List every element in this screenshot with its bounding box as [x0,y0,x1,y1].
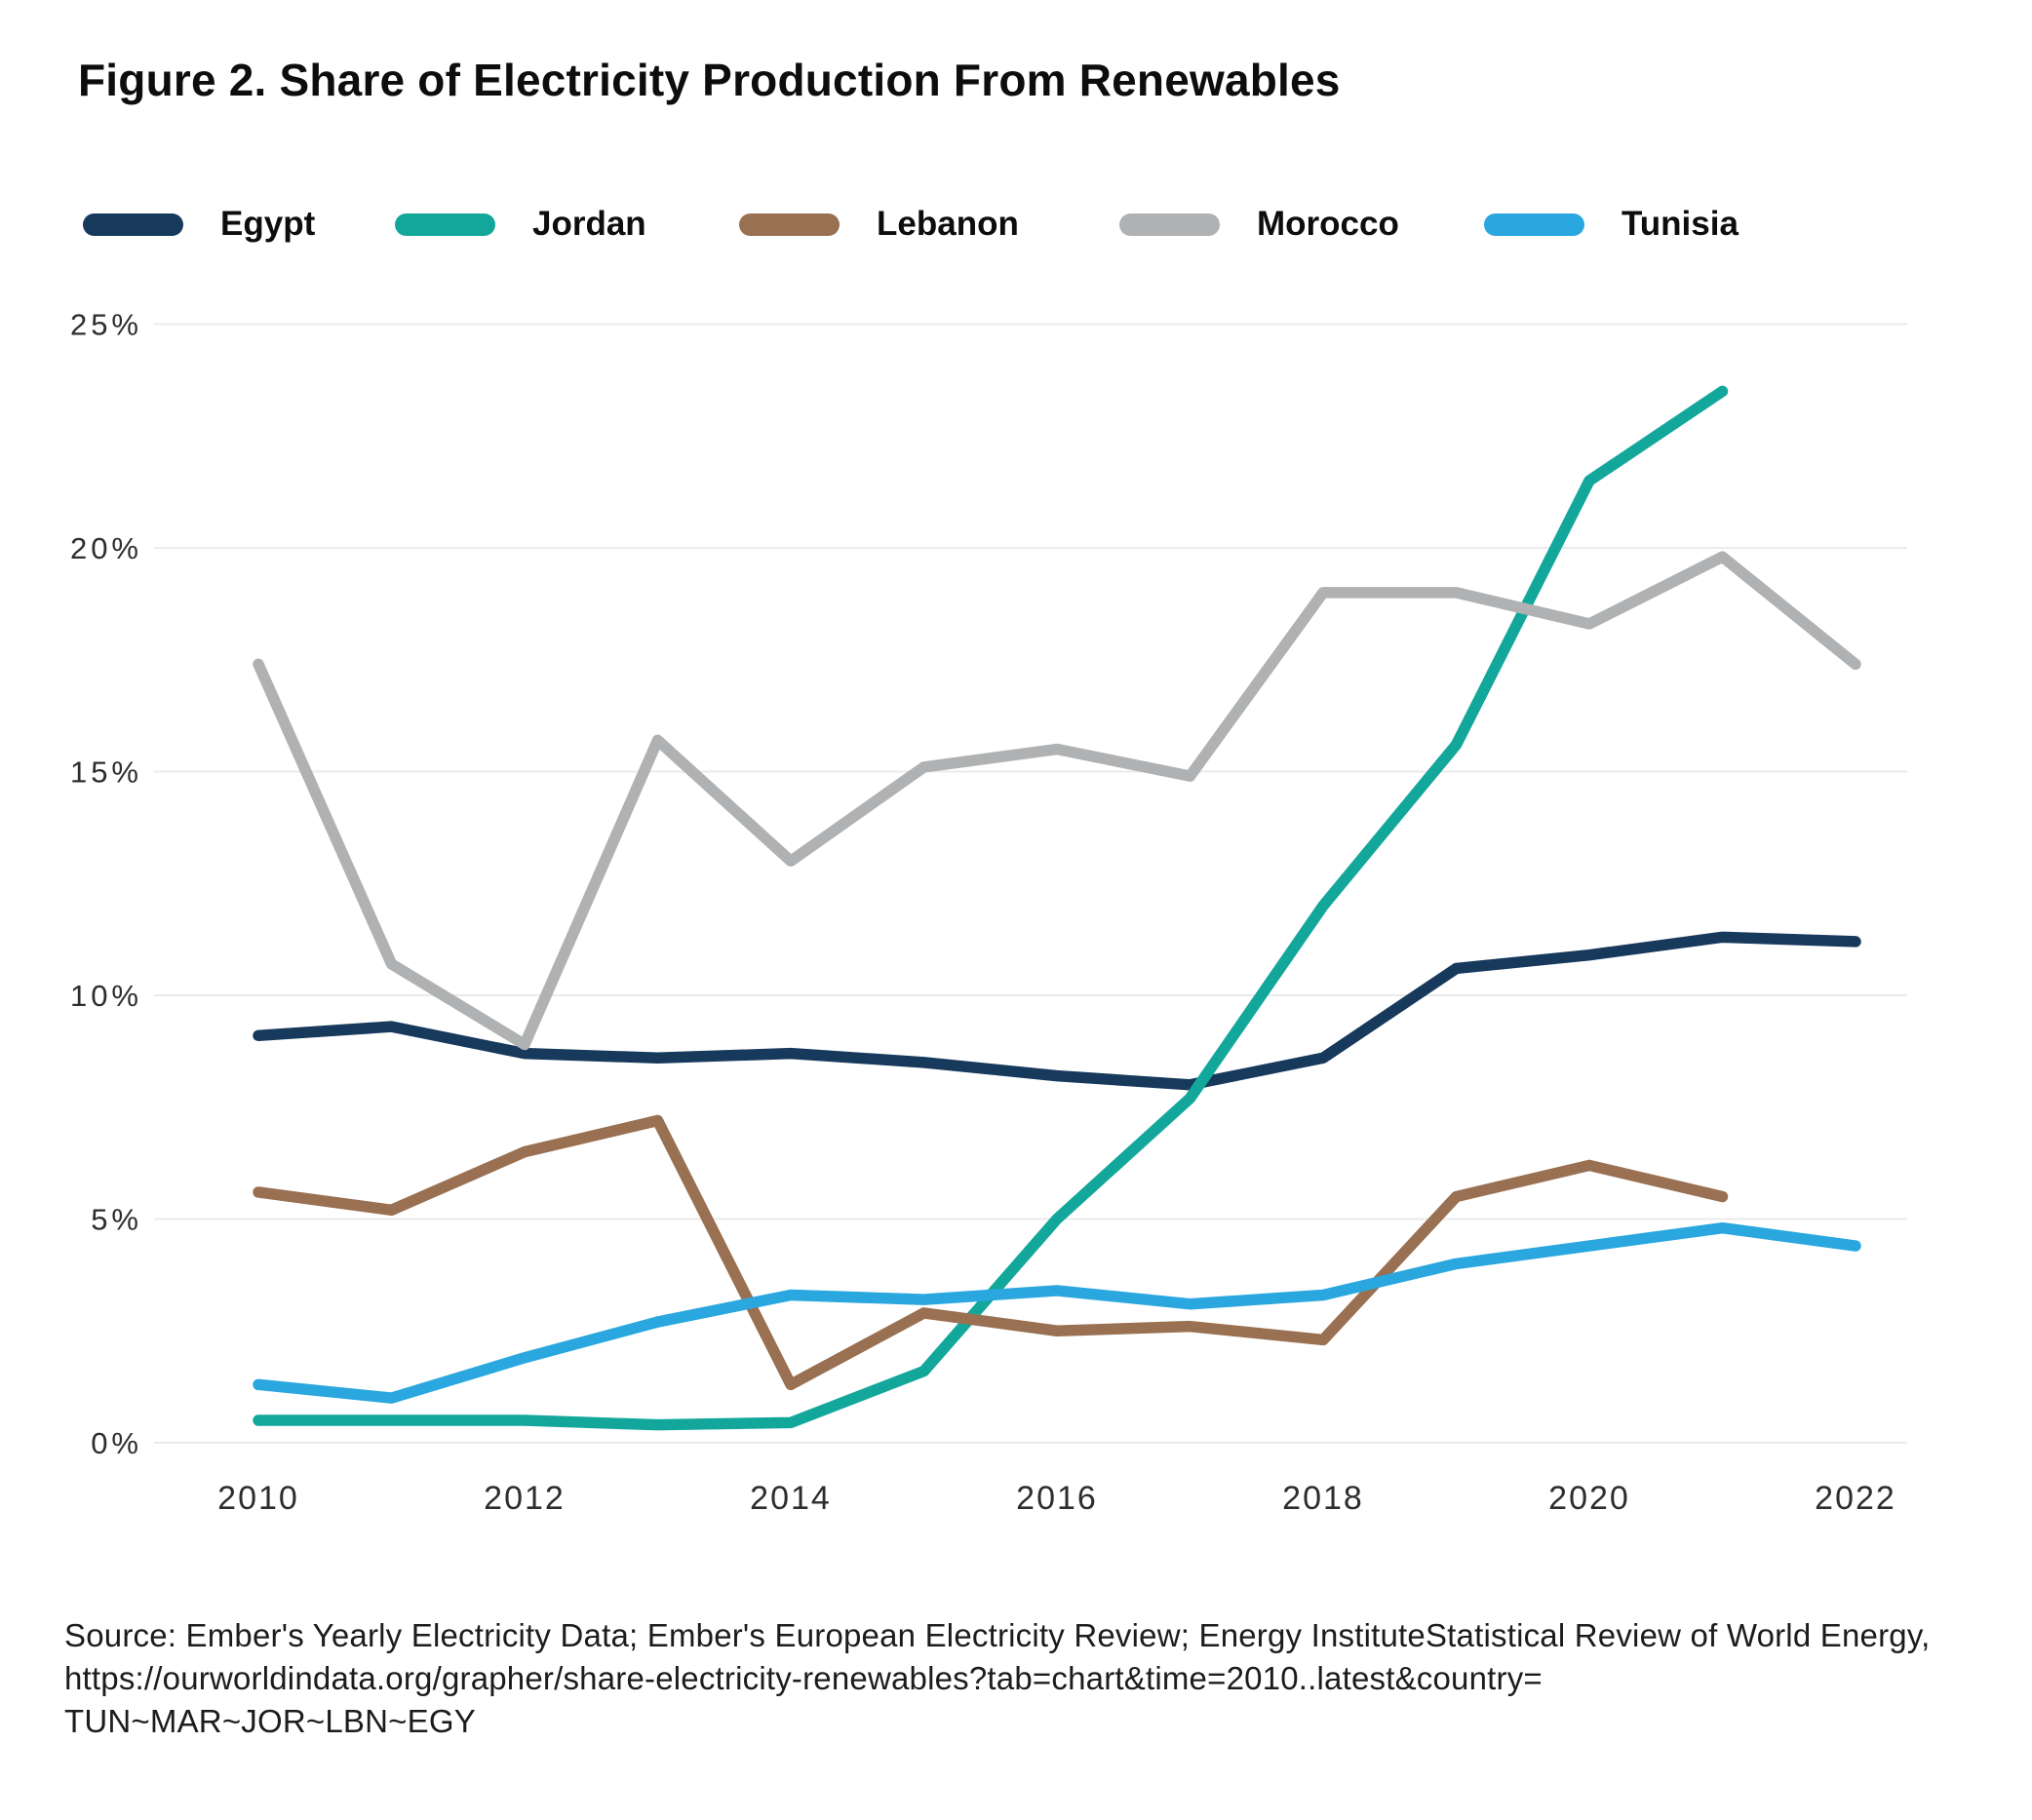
legend-item-tunisia: Tunisia [1484,205,1739,244]
x-tick-label-2018: 2018 [1282,1480,1364,1517]
source-line-1: Source: Ember's Yearly Electricity Data;… [64,1617,1931,1653]
legend: Egypt Jordan Lebanon Morocco Tunisia [0,205,2032,244]
legend-item-lebanon: Lebanon [739,205,1019,244]
legend-item-jordan: Jordan [395,205,646,244]
series-line-jordan [253,385,1729,1431]
x-tick-label-2012: 2012 [484,1480,566,1517]
x-tick-label-2014: 2014 [750,1480,832,1517]
series-line-tunisia [253,1221,1861,1404]
legend-item-morocco: Morocco [1119,205,1399,244]
source-line-2: https://ourworldindata.org/grapher/share… [64,1660,1543,1696]
legend-label-tunisia: Tunisia [1622,205,1739,243]
y-tick-label-25: 25% [70,308,142,342]
legend-label-lebanon: Lebanon [877,205,1019,243]
legend-swatch-egypt [83,213,183,236]
y-tick-label-10: 10% [70,979,142,1013]
series-line-morocco [253,551,1861,1051]
series-line-lebanon [253,1114,1729,1391]
y-tick-label-0: 0% [91,1426,142,1460]
y-tick-label-20: 20% [70,531,142,565]
x-tick-label-2022: 2022 [1815,1480,1896,1517]
page-title: Figure 2. Share of Electricity Productio… [78,55,1341,105]
legend-swatch-lebanon [739,213,840,236]
legend-label-egypt: Egypt [220,205,316,243]
x-tick-label-2020: 2020 [1548,1480,1630,1517]
legend-swatch-tunisia [1484,213,1584,236]
series-line-egypt [253,931,1861,1091]
legend-item-egypt: Egypt [83,205,315,244]
legend-label-jordan: Jordan [532,205,646,243]
legend-label-morocco: Morocco [1257,205,1399,243]
y-tick-label-15: 15% [70,755,142,790]
legend-swatch-jordan [395,213,495,236]
source-line-3: TUN~MAR~JOR~LBN~EGY [64,1703,476,1739]
legend-swatch-morocco [1119,213,1220,236]
x-tick-label-2016: 2016 [1016,1480,1098,1517]
x-tick-label-2010: 2010 [217,1480,299,1517]
source-note: Source: Ember's Yearly Electricity Data;… [64,1614,1930,1743]
y-tick-label-5: 5% [91,1203,142,1237]
